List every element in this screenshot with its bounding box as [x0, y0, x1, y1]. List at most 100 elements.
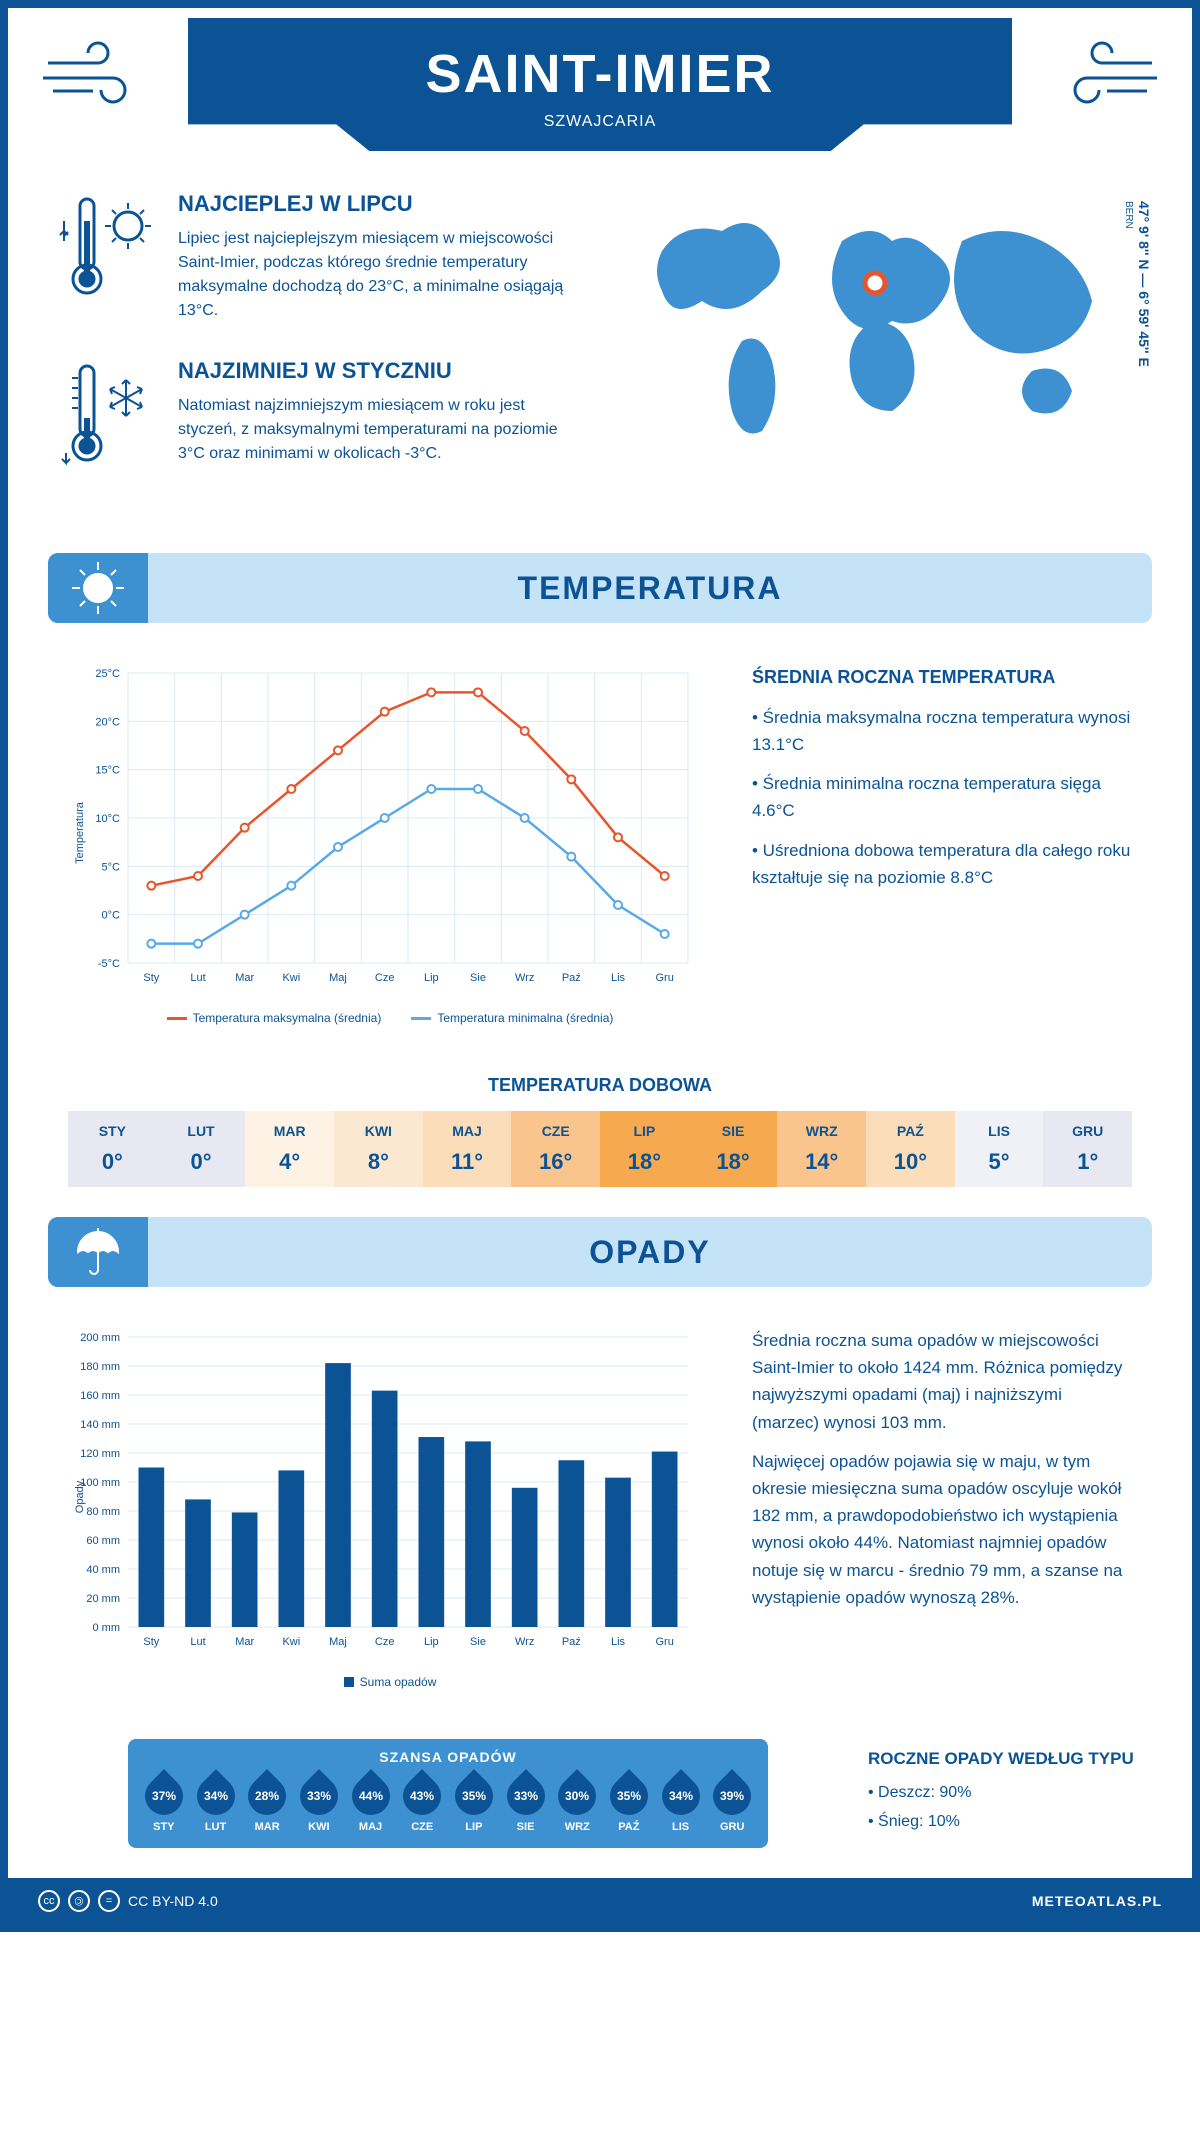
hottest-desc: Lipiec jest najcieplejszym miesiącem w m… [178, 227, 582, 323]
daily-cell: STY0° [68, 1111, 157, 1187]
svg-text:Temperatura: Temperatura [74, 801, 86, 864]
coldest-text: NAJZIMNIEJ W STYCZNIU Natomiast najzimni… [178, 358, 582, 468]
svg-text:60 mm: 60 mm [86, 1535, 120, 1547]
svg-text:Gru: Gru [655, 1636, 673, 1648]
thermometer-hot-icon [58, 191, 158, 323]
coordinates: 47° 9' 8'' N — 6° 59' 45'' E BERN [1120, 201, 1152, 367]
precip-legend: Suma opadów [68, 1675, 712, 1689]
country-subtitle: SZWAJCARIA [188, 113, 1012, 131]
coords-text: 47° 9' 8'' N — 6° 59' 45'' E [1136, 201, 1152, 367]
svg-text:140 mm: 140 mm [80, 1419, 120, 1431]
intro-section: NAJCIEPLEJ W LIPCU Lipiec jest najcieple… [8, 151, 1192, 533]
chance-cell: 39%GRU [706, 1777, 758, 1833]
temp-side-p1: • Średnia maksymalna roczna temperatura … [752, 704, 1132, 758]
svg-text:Lip: Lip [424, 1636, 439, 1648]
svg-text:Lis: Lis [611, 972, 626, 984]
chance-cell: 33%SIE [500, 1777, 552, 1833]
daily-cell: MAR4° [245, 1111, 334, 1187]
site-name: METEOATLAS.PL [1032, 1893, 1162, 1909]
daily-cell: LIP18° [600, 1111, 689, 1187]
bottom-row: SZANSA OPADÓW 37%STY34%LUT28%MAR33%KWI44… [8, 1719, 1192, 1878]
title-banner: SAINT-IMIER SZWAJCARIA [188, 18, 1012, 151]
svg-text:Lip: Lip [424, 972, 439, 984]
world-map: 47° 9' 8'' N — 6° 59' 45'' E BERN [622, 191, 1142, 503]
chance-cell: 33%KWI [293, 1777, 345, 1833]
chance-wrap: SZANSA OPADÓW 37%STY34%LUT28%MAR33%KWI44… [68, 1719, 828, 1848]
header-wrap: SAINT-IMIER SZWAJCARIA [8, 8, 1192, 151]
svg-text:20 mm: 20 mm [86, 1593, 120, 1605]
temp-side-title: ŚREDNIA ROCZNA TEMPERATURA [752, 663, 1132, 692]
by-icon: 🄯 [68, 1890, 90, 1912]
svg-text:Opady: Opady [74, 1480, 86, 1513]
temperature-section-header: TEMPERATURA [48, 553, 1152, 623]
daily-cell: SIE18° [689, 1111, 778, 1187]
temperature-chart-row: -5°C0°C5°C10°C15°C20°C25°CStyLutMarKwiMa… [8, 653, 1192, 1055]
hottest-title: NAJCIEPLEJ W LIPCU [178, 191, 582, 217]
svg-text:0°C: 0°C [102, 910, 121, 922]
daily-cell: CZE16° [511, 1111, 600, 1187]
hottest-block: NAJCIEPLEJ W LIPCU Lipiec jest najcieple… [58, 191, 582, 323]
coords-city: BERN [1123, 201, 1134, 229]
svg-text:Paź: Paź [562, 1636, 581, 1648]
daily-cell: GRU1° [1043, 1111, 1132, 1187]
chance-cell: 37%STY [138, 1777, 190, 1833]
svg-text:5°C: 5°C [102, 861, 121, 873]
precip-type-box: ROCZNE OPADY WEDŁUG TYPU • Deszcz: 90% •… [868, 1719, 1200, 1848]
svg-text:100 mm: 100 mm [80, 1477, 120, 1489]
daily-cell: WRZ14° [777, 1111, 866, 1187]
precipitation-bar-chart: 0 mm20 mm40 mm60 mm80 mm100 mm120 mm140 … [68, 1327, 712, 1689]
svg-text:Lut: Lut [190, 972, 205, 984]
coldest-title: NAJZIMNIEJ W STYCZNIU [178, 358, 582, 384]
chance-title: SZANSA OPADÓW [128, 1749, 768, 1765]
sun-icon [48, 553, 148, 623]
svg-text:40 mm: 40 mm [86, 1564, 120, 1576]
temperature-title: TEMPERATURA [148, 570, 1152, 607]
precipitation-chart-row: 0 mm20 mm40 mm60 mm80 mm100 mm120 mm140 … [8, 1317, 1192, 1719]
coldest-desc: Natomiast najzimniejszym miesiącem w rok… [178, 394, 582, 466]
svg-text:Maj: Maj [329, 1636, 347, 1648]
daily-temp-table: STY0°LUT0°MAR4°KWI8°MAJ11°CZE16°LIP18°SI… [68, 1111, 1132, 1187]
legend-max: Temperatura maksymalna (średnia) [167, 1011, 382, 1025]
svg-text:-5°C: -5°C [98, 958, 120, 970]
city-title: SAINT-IMIER [188, 43, 1012, 105]
svg-text:Lut: Lut [190, 1636, 205, 1648]
license-text: CC BY-ND 4.0 [128, 1893, 218, 1909]
svg-text:Sty: Sty [143, 972, 159, 984]
svg-text:80 mm: 80 mm [86, 1506, 120, 1518]
legend-precip: Suma opadów [344, 1675, 437, 1689]
svg-text:Wrz: Wrz [515, 972, 534, 984]
chance-cell: 44%MAJ [345, 1777, 397, 1833]
chance-cell: 35%LIP [448, 1777, 500, 1833]
wind-icon-right [1042, 33, 1162, 113]
precip-side-text: Średnia roczna suma opadów w miejscowośc… [752, 1327, 1132, 1689]
wind-icon-left [38, 33, 158, 113]
precipitation-chance-box: SZANSA OPADÓW 37%STY34%LUT28%MAR33%KWI44… [128, 1739, 768, 1848]
temp-side-p3: • Uśredniona dobowa temperatura dla całe… [752, 837, 1132, 891]
precipitation-section-header: OPADY [48, 1217, 1152, 1287]
cc-icon: cc [38, 1890, 60, 1912]
chance-cell: 30%WRZ [551, 1777, 603, 1833]
precip-type-snow: • Śnieg: 10% [868, 1808, 1200, 1837]
precip-side-p2: Najwięcej opadów pojawia się w maju, w t… [752, 1448, 1132, 1611]
precip-type-title: ROCZNE OPADY WEDŁUG TYPU [868, 1749, 1200, 1769]
chance-row: 37%STY34%LUT28%MAR33%KWI44%MAJ43%CZE35%L… [128, 1777, 768, 1833]
chance-cell: 43%CZE [396, 1777, 448, 1833]
daily-cell: LIS5° [955, 1111, 1044, 1187]
chance-cell: 28%MAR [241, 1777, 293, 1833]
daily-temp-title: TEMPERATURA DOBOWA [8, 1075, 1192, 1096]
intro-left: NAJCIEPLEJ W LIPCU Lipiec jest najcieple… [58, 191, 582, 503]
svg-text:Kwi: Kwi [282, 1636, 300, 1648]
precip-type-rain: • Deszcz: 90% [868, 1779, 1200, 1808]
svg-text:Cze: Cze [375, 972, 395, 984]
svg-text:Wrz: Wrz [515, 1636, 534, 1648]
daily-cell: KWI8° [334, 1111, 423, 1187]
legend-min: Temperatura minimalna (średnia) [411, 1011, 613, 1025]
svg-text:Sie: Sie [470, 1636, 486, 1648]
svg-text:Kwi: Kwi [282, 972, 300, 984]
chance-cell: 34%LUT [190, 1777, 242, 1833]
temperature-line-chart: -5°C0°C5°C10°C15°C20°C25°CStyLutMarKwiMa… [68, 663, 712, 1025]
hottest-text: NAJCIEPLEJ W LIPCU Lipiec jest najcieple… [178, 191, 582, 323]
chance-cell: 34%LIS [655, 1777, 707, 1833]
umbrella-icon [48, 1217, 148, 1287]
svg-text:Cze: Cze [375, 1636, 395, 1648]
